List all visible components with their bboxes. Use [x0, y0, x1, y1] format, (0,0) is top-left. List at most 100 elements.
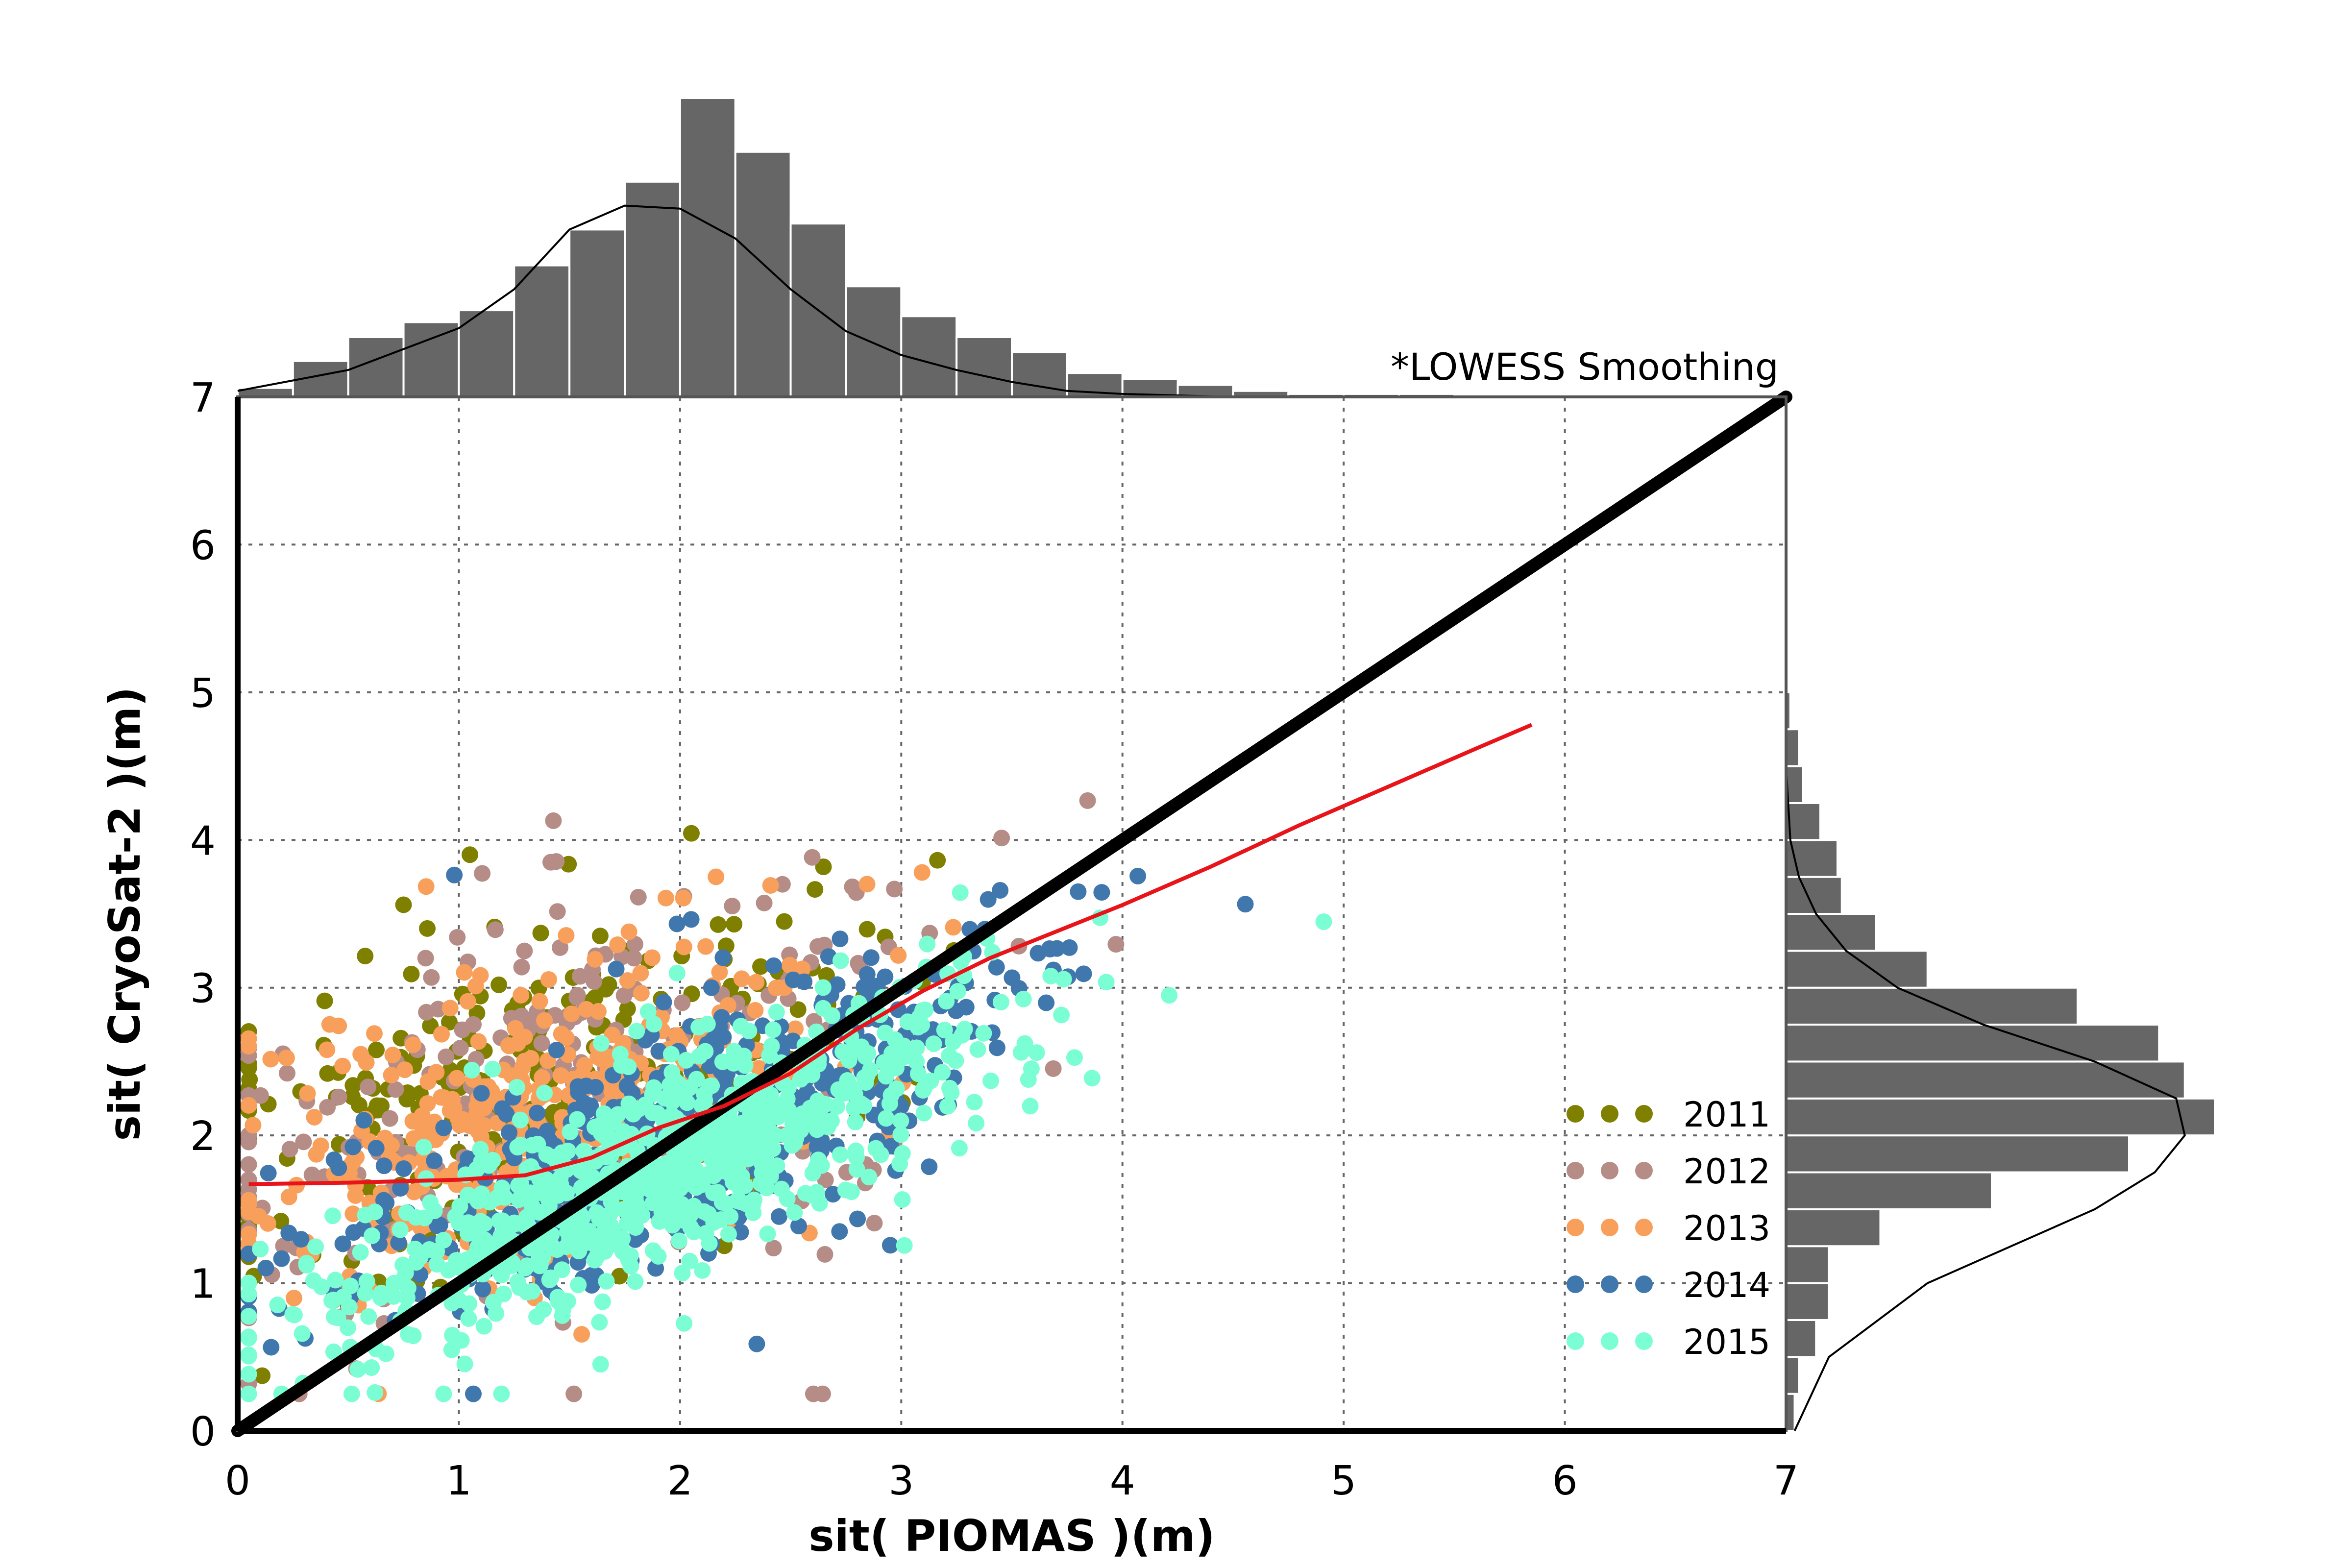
data-point: [280, 1225, 297, 1242]
top-marginal-histogram: [237, 97, 1455, 398]
data-point: [357, 948, 374, 965]
data-point: [909, 1019, 927, 1036]
data-point: [325, 1343, 342, 1360]
data-point: [572, 968, 589, 985]
data-point: [327, 1272, 344, 1289]
data-point: [262, 1051, 279, 1068]
data-point: [360, 1078, 377, 1096]
data-point: [796, 973, 813, 990]
data-point: [563, 1005, 580, 1022]
data-point: [941, 1047, 958, 1064]
data-point: [685, 1198, 702, 1215]
data-point: [655, 994, 672, 1011]
data-point: [367, 1384, 384, 1401]
data-point: [627, 1273, 644, 1290]
data-point: [566, 1225, 583, 1242]
data-point: [381, 1110, 398, 1127]
data-point: [392, 1180, 409, 1197]
data-point: [752, 958, 769, 975]
density-curve: [1785, 692, 2186, 1431]
legend: 2011 2012 2013 2014 2015: [1567, 1095, 1770, 1362]
data-point: [621, 1178, 638, 1195]
data-point: [259, 1215, 276, 1232]
data-point: [405, 1183, 422, 1200]
data-point: [383, 1067, 400, 1084]
data-point: [988, 1039, 1005, 1056]
data-point: [1075, 965, 1092, 982]
data-point: [487, 921, 504, 938]
data-point: [240, 1366, 257, 1383]
data-point: [671, 1232, 688, 1250]
data-point: [627, 1219, 644, 1236]
data-point: [438, 1048, 455, 1065]
data-point: [474, 1280, 491, 1298]
data-point: [330, 1088, 347, 1105]
data-point: [715, 1029, 732, 1046]
data-point: [496, 1189, 513, 1206]
data-point: [508, 1079, 525, 1096]
data-point: [705, 1184, 722, 1201]
legend-marker: [1601, 1105, 1618, 1123]
data-point: [889, 1050, 906, 1067]
data-point: [925, 1035, 942, 1053]
data-point: [275, 1237, 292, 1254]
data-point: [829, 1098, 846, 1115]
data-point: [408, 1209, 425, 1226]
data-point: [691, 1048, 708, 1065]
data-point: [1015, 990, 1032, 1007]
data-point: [763, 1104, 780, 1122]
data-point: [862, 949, 880, 966]
data-point: [714, 949, 732, 966]
fit-lines: [231, 391, 1792, 1437]
data-point: [610, 1106, 627, 1123]
data-point: [645, 1016, 662, 1033]
data-point: [533, 1035, 550, 1052]
density-curve: [237, 204, 1344, 398]
data-point: [440, 1262, 457, 1279]
data-point: [245, 1117, 262, 1134]
histogram-bar: [1785, 1282, 1830, 1321]
histogram-bar: [624, 180, 681, 398]
data-point: [364, 1227, 381, 1244]
data-point: [417, 950, 434, 967]
data-point: [273, 1250, 290, 1267]
data-point: [676, 1315, 693, 1332]
data-point: [307, 1238, 324, 1255]
data-point: [449, 929, 466, 946]
data-point: [240, 1038, 257, 1055]
histogram-bar: [513, 264, 571, 398]
data-point: [643, 949, 661, 966]
data-point: [804, 849, 821, 866]
histogram-bar: [1785, 1356, 1800, 1395]
data-point: [877, 1025, 894, 1042]
data-point: [463, 1061, 480, 1078]
data-point: [518, 1257, 536, 1274]
data-point: [890, 947, 907, 964]
data-point: [387, 1081, 404, 1098]
data-point: [668, 964, 686, 981]
data-point: [375, 1192, 392, 1209]
data-point: [240, 1196, 257, 1213]
data-point: [1315, 913, 1332, 930]
y-tick-label: 4: [190, 818, 216, 864]
histogram-bar: [1785, 802, 1821, 841]
data-point: [807, 881, 824, 898]
data-point: [530, 1204, 547, 1221]
histogram-bar: [1785, 1208, 1882, 1248]
data-point: [548, 1241, 565, 1258]
x-tick-label: 2: [667, 1458, 693, 1504]
data-point: [501, 1124, 518, 1141]
data-point: [441, 1000, 459, 1017]
data-point: [628, 1023, 645, 1040]
data-point: [894, 1145, 911, 1162]
data-point: [688, 1071, 705, 1088]
data-point: [558, 927, 575, 944]
data-point: [585, 1169, 602, 1186]
data-point: [490, 976, 508, 993]
data-point: [305, 1272, 322, 1289]
histogram-bar: [402, 321, 460, 398]
data-point: [548, 1041, 565, 1058]
data-point: [498, 1105, 515, 1123]
data-point: [257, 1259, 274, 1276]
data-point: [590, 1003, 607, 1020]
